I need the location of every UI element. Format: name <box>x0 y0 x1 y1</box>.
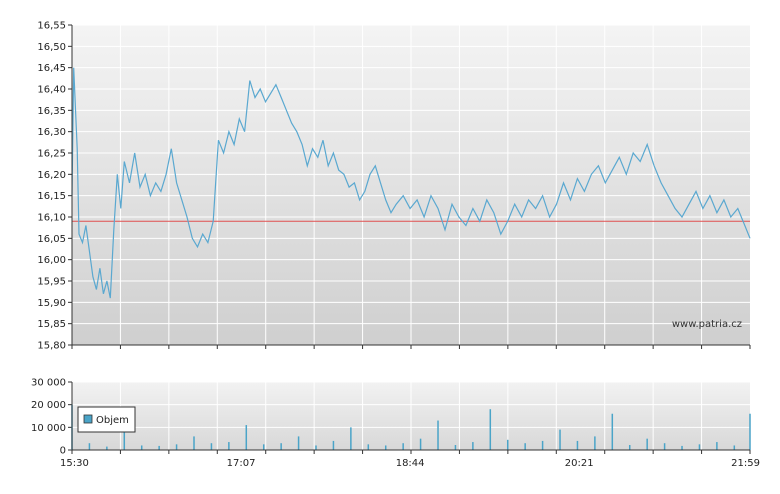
volume-bar <box>123 422 126 450</box>
volume-bar <box>419 438 422 450</box>
volume-y-tick-label: 30 000 <box>31 378 66 389</box>
volume-bar <box>262 444 265 450</box>
volume-bar <box>140 445 143 450</box>
price-y-tick-label: 15,95 <box>37 277 66 288</box>
volume-bar <box>280 443 282 450</box>
volume-bar <box>559 429 561 450</box>
price-y-axis: 16,55 16,50 16,45 16,40 16,35 16,30 16,25 16,20… <box>37 21 72 352</box>
price-y-tick-label: 15,85 <box>37 319 66 330</box>
time-x-axis: 15:30 17:07 18:44 20:21 21:59 <box>60 345 760 469</box>
volume-bar <box>733 445 736 450</box>
price-y-tick-label: 16,15 <box>37 191 66 202</box>
volume-legend: Objem <box>77 406 136 433</box>
volume-y-tick-label: 10 000 <box>31 423 66 434</box>
volume-bar <box>594 436 596 450</box>
volume-bar <box>297 436 300 450</box>
price-y-tick-label: 16,20 <box>37 170 66 181</box>
volume-bar <box>350 427 352 450</box>
price-y-tick-label: 16,25 <box>37 149 66 160</box>
watermark: www.patria.cz <box>672 319 742 330</box>
volume-bar <box>106 446 108 450</box>
volume-bar <box>489 409 492 450</box>
volume-bar <box>454 445 457 450</box>
volume-bar <box>472 442 474 450</box>
price-y-tick-label: 16,45 <box>37 63 66 74</box>
price-y-tick-label: 16,55 <box>37 21 66 32</box>
volume-bar <box>315 445 317 450</box>
price-series-line <box>71 67 751 299</box>
volume-bar <box>228 442 230 450</box>
price-y-tick-label: 16,10 <box>37 213 66 224</box>
volume-bar <box>210 443 213 450</box>
volume-bar <box>749 413 751 450</box>
price-y-tick-label: 15,80 <box>37 341 66 352</box>
price-y-tick-label: 16,00 <box>37 255 66 266</box>
volume-bar <box>628 445 631 450</box>
volume-bar <box>175 444 178 450</box>
volume-grid <box>72 381 750 451</box>
legend-label: Objem <box>96 415 129 426</box>
volume-bar <box>245 425 248 450</box>
volume-bar <box>681 445 683 450</box>
price-y-tick-label: 16,05 <box>37 234 66 245</box>
x-tick-label: 15:30 <box>60 458 89 469</box>
volume-bar <box>646 438 648 450</box>
volume-bar <box>506 439 509 450</box>
x-tick-label: 17:07 <box>227 458 256 469</box>
price-y-tick-label: 16,50 <box>37 42 66 53</box>
volume-bar <box>698 444 701 450</box>
volume-bar <box>193 436 195 450</box>
volume-y-tick-label: 0 <box>60 446 66 457</box>
x-tick-label: 18:44 <box>396 458 425 469</box>
volume-bar <box>367 444 370 450</box>
volume-bar <box>384 445 387 450</box>
volume-bar <box>541 440 544 450</box>
x-tick-label: 21:59 <box>731 458 760 469</box>
volume-bar <box>611 413 614 450</box>
volume-bar <box>716 442 718 450</box>
x-tick-label: 20:21 <box>565 458 594 469</box>
volume-bar <box>524 443 526 450</box>
volume-bar <box>332 440 335 450</box>
legend-swatch <box>83 414 93 424</box>
volume-bar <box>437 420 439 450</box>
volume-y-axis: 30 000 20 000 10 000 0 <box>31 378 72 457</box>
price-y-tick-label: 15,90 <box>37 298 66 309</box>
volume-bar <box>402 443 404 450</box>
volume-bar <box>663 443 666 450</box>
price-y-tick-label: 16,35 <box>37 106 66 117</box>
price-y-tick-label: 16,30 <box>37 127 66 138</box>
volume-bar <box>158 445 160 450</box>
volume-bar <box>88 443 91 450</box>
price-y-tick-label: 16,40 <box>37 85 66 96</box>
volume-y-tick-label: 20 000 <box>31 400 66 411</box>
volume-bar <box>576 440 579 450</box>
